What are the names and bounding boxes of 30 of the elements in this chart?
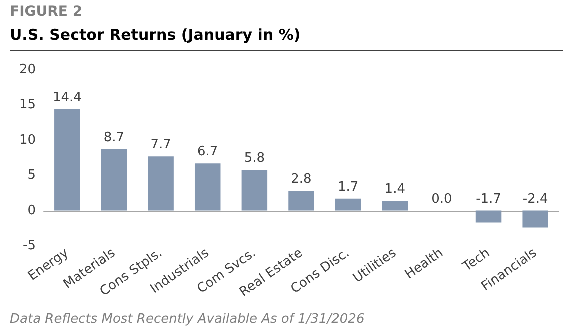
bar xyxy=(382,200,408,211)
y-tick-label: -5 xyxy=(23,238,36,254)
y-tick-label: 20 xyxy=(19,62,36,78)
data-label: 0.0 xyxy=(432,192,452,207)
y-tick-label: 5 xyxy=(28,168,36,184)
data-label: 2.8 xyxy=(291,172,312,188)
y-tick-label: 15 xyxy=(19,98,36,113)
data-label: 8.7 xyxy=(104,130,125,146)
caption: FIGURE 2 xyxy=(10,4,83,20)
bar xyxy=(194,164,221,211)
bar xyxy=(476,210,502,223)
y-tick-label: 10 xyxy=(19,132,36,148)
bar xyxy=(148,156,174,211)
data-label: 1.7 xyxy=(338,180,359,195)
bar xyxy=(288,191,314,211)
data-label: 1.4 xyxy=(384,182,406,197)
data-label: 6.7 xyxy=(198,144,218,160)
chart-title: U.S. Sector Returns (January in %) xyxy=(10,26,301,44)
y-tick-label: 0 xyxy=(28,203,36,218)
bar xyxy=(54,109,80,211)
data-label: 14.4 xyxy=(52,90,82,106)
data-label: -1.7 xyxy=(476,192,502,207)
bar xyxy=(101,150,128,211)
text: Data Reflects Most Recently Available As of 1/31/2026 xyxy=(10,312,365,327)
data-label: -2.4 xyxy=(522,192,548,207)
bar xyxy=(335,198,362,211)
data-label: 7.7 xyxy=(150,138,172,153)
data-label: 5.8 xyxy=(244,150,266,166)
bar xyxy=(242,170,268,211)
bar xyxy=(522,210,548,228)
